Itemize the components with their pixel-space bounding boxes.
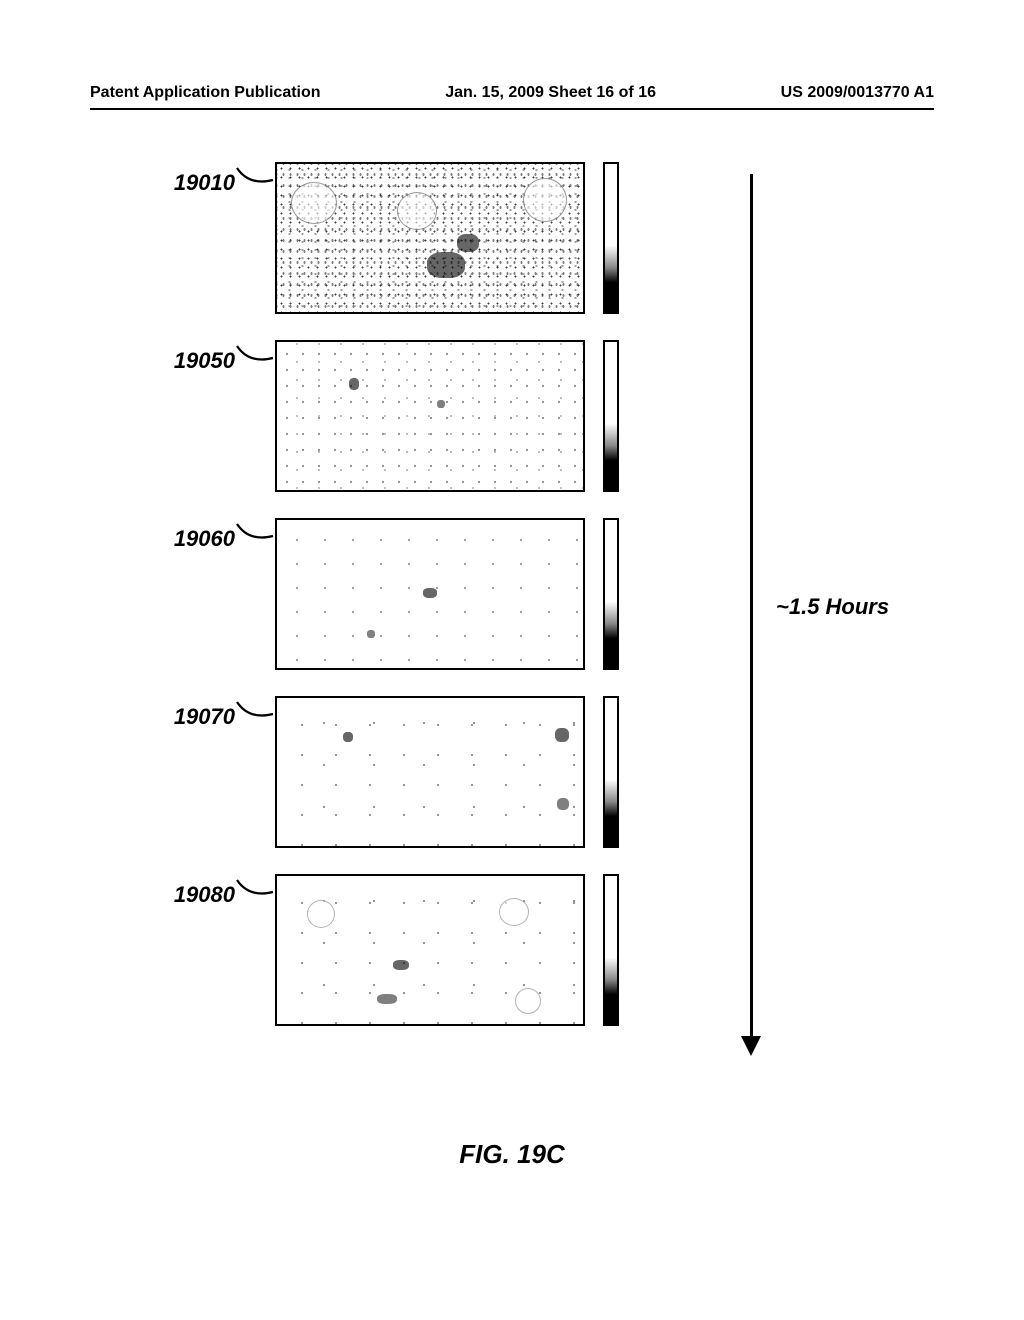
colorbar — [603, 340, 619, 492]
dark-cluster — [349, 378, 359, 390]
void-blob — [499, 898, 529, 926]
leader-line — [235, 340, 275, 380]
figure-caption: FIG. 19C — [0, 1139, 1024, 1170]
dark-cluster — [377, 994, 397, 1004]
header-left: Patent Application Publication — [90, 84, 321, 102]
leader-line — [235, 518, 275, 558]
speckle-texture — [277, 342, 583, 490]
void-blob — [307, 900, 335, 928]
ref-label: 19070 — [150, 696, 235, 730]
dark-cluster — [423, 588, 437, 598]
colorbar — [603, 874, 619, 1026]
ref-label: 19050 — [150, 340, 235, 374]
speckle-texture — [277, 698, 583, 846]
image-panel — [275, 340, 585, 492]
void-blob — [291, 182, 337, 224]
void-blob — [515, 988, 541, 1014]
image-panel — [275, 162, 585, 314]
ref-label: 19080 — [150, 874, 235, 908]
void-blob — [523, 178, 567, 222]
leader-line — [235, 162, 275, 202]
image-panel — [275, 874, 585, 1026]
leader-line — [235, 696, 275, 736]
time-label: ~1.5 Hours — [776, 594, 889, 620]
time-arrow: ~1.5 Hours — [740, 174, 920, 1054]
dark-cluster — [557, 798, 569, 810]
dark-cluster — [555, 728, 569, 742]
arrow-head-icon — [741, 1036, 761, 1056]
dark-cluster — [437, 400, 445, 408]
header-rule — [90, 108, 934, 110]
colorbar — [603, 162, 619, 314]
header-right: US 2009/0013770 A1 — [781, 84, 934, 102]
dark-cluster — [457, 234, 479, 252]
ref-label: 19010 — [150, 162, 235, 196]
colorbar — [603, 696, 619, 848]
void-blob — [397, 192, 437, 230]
ref-label: 19060 — [150, 518, 235, 552]
page-header: Patent Application Publication Jan. 15, … — [0, 84, 1024, 102]
dark-cluster — [367, 630, 375, 638]
arrow-shaft — [750, 174, 753, 1044]
dark-cluster — [393, 960, 409, 970]
header-center: Jan. 15, 2009 Sheet 16 of 16 — [445, 84, 656, 102]
dark-cluster — [343, 732, 353, 742]
image-panel — [275, 518, 585, 670]
image-panel — [275, 696, 585, 848]
colorbar — [603, 518, 619, 670]
dark-cluster — [427, 252, 465, 278]
leader-line — [235, 874, 275, 914]
